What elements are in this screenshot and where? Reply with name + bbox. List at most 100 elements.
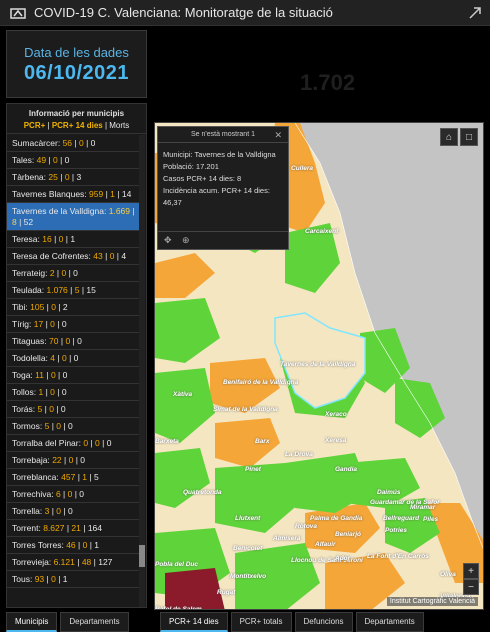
list-item[interactable]: Tollos: 1 | 0 | 0 [7, 384, 140, 401]
info-popup: Se n'està mostrant 1 ✕ Municipi: Taverne… [157, 126, 289, 250]
map-label: Pinet [245, 466, 261, 473]
list-item[interactable]: Terrateig: 2 | 0 | 0 [7, 265, 140, 282]
map-label: Cullera [291, 165, 314, 172]
list-item[interactable]: Tàrbena: 25 | 0 | 3 [7, 169, 140, 186]
pcr-14-days: 0 [50, 387, 55, 397]
map-label: Almiserà [273, 535, 301, 542]
list-item[interactable]: Torres Torres: 46 | 0 | 1 [7, 537, 140, 554]
list-item[interactable]: Torás: 5 | 0 | 0 [7, 401, 140, 418]
municipality-list-panel: Informació per municipis PCR+ | PCR+ 14 … [6, 103, 147, 608]
zoom-to-icon[interactable]: ⊕ [182, 235, 190, 245]
deaths: 0 [67, 421, 73, 431]
tab-list-1[interactable]: Departaments [60, 612, 129, 632]
list-item[interactable]: Tales: 49 | 0 | 0 [7, 152, 140, 169]
fullscreen-button[interactable]: □ [460, 128, 478, 146]
list-item[interactable]: Torrebaja: 22 | 0 | 0 [7, 452, 140, 469]
pcr-total: 4 [50, 353, 56, 363]
pcr-total: 959 [89, 189, 104, 199]
deaths: 0 [61, 319, 67, 329]
popup-incidence: Incidència acum. PCR+ 14 dies: 46,37 [163, 186, 270, 207]
list-item[interactable]: Teresa: 16 | 0 | 1 [7, 231, 140, 248]
deaths: 5 [93, 472, 99, 482]
pcr-14-days: 48 [81, 557, 92, 567]
tab-map-0[interactable]: PCR+ 14 dies [160, 612, 228, 632]
map-label: Pobla del Duc [155, 561, 198, 568]
map-label: Rugat [217, 589, 236, 596]
list-item[interactable]: Tibi: 105 | 0 | 2 [7, 299, 140, 316]
close-icon[interactable]: ✕ [274, 130, 282, 140]
list-item[interactable]: Tavernes Blanques: 959 | 1 | 14 [7, 186, 140, 203]
municipality-name: Torres Torres: [12, 540, 64, 550]
list-item[interactable]: Teulada: 1.076 | 5 | 15 [7, 282, 140, 299]
municipality-name: Todolella: [12, 353, 48, 363]
list-item[interactable]: Titaguas: 70 | 0 | 0 [7, 333, 140, 350]
list-item[interactable]: Teresa de Cofrentes: 43 | 0 | 4 [7, 248, 140, 265]
tab-list-0[interactable]: Municipis [6, 612, 58, 632]
deaths: 14 [121, 189, 132, 199]
pan-icon[interactable]: ✥ [164, 235, 172, 245]
list-item[interactable]: Torrella: 3 | 0 | 0 [7, 503, 140, 520]
municipality-name: Tales: [12, 155, 35, 165]
zoom-in-button[interactable]: + [463, 563, 479, 579]
legend-pcr: PCR+ [23, 121, 46, 130]
map-label: Daimús [377, 489, 401, 496]
share-icon[interactable] [468, 6, 482, 20]
deaths: 4 [121, 251, 127, 261]
pcr-14-days: 0 [65, 336, 71, 346]
popup-header-text: Se n'està mostrant 1 [191, 131, 255, 138]
pcr-14-days: 0 [50, 370, 56, 380]
list-item[interactable]: Tormos: 5 | 0 | 0 [7, 418, 140, 435]
list-item[interactable]: Sumacàrcer: 56 | 0 | 0 [7, 135, 140, 152]
pcr-14-days: 0 [95, 438, 100, 448]
pcr-14-days: 0 [61, 268, 67, 278]
pcr-total: 25 [48, 172, 58, 182]
list-item[interactable]: Todolella: 4 | 0 | 0 [7, 350, 140, 367]
list-item[interactable]: Toga: 11 | 0 | 0 [7, 367, 140, 384]
map-label: Barx [255, 438, 270, 445]
home-button[interactable]: ⌂ [440, 128, 458, 146]
deaths: 0 [106, 438, 112, 448]
deaths: 0 [61, 387, 67, 397]
map-label: Carcaixent [305, 228, 339, 235]
municipality-name: Torrent: [12, 523, 41, 533]
tab-map-2[interactable]: Defuncions [294, 612, 353, 632]
tab-map-3[interactable]: Departaments [355, 612, 424, 632]
pcr-total: 105 [30, 302, 45, 312]
zoom-out-button[interactable]: − [463, 579, 479, 595]
data-date-value: 06/10/2021 [23, 62, 130, 84]
deaths: 3 [76, 172, 82, 182]
legend-separator: | [102, 121, 110, 130]
list-item[interactable]: Torrent: 8.627 | 21 | 164 [7, 520, 140, 537]
list-item[interactable]: Tírig: 17 | 0 | 0 [7, 316, 140, 333]
deaths: 0 [62, 370, 68, 380]
list-scrollbar-thumb[interactable] [139, 545, 145, 567]
list-item[interactable]: Torrevieja: 6.121 | 48 | 127 [7, 554, 140, 571]
deaths: 52 [23, 217, 34, 227]
map-label: Alfauir [315, 541, 336, 548]
list-item[interactable]: Torreblanca: 457 | 1 | 5 [7, 469, 140, 486]
map-label: Beniarjó [335, 531, 362, 538]
map-label: Benicolet [233, 545, 263, 552]
list-scrollbar[interactable] [139, 135, 145, 607]
list-item[interactable]: Torrechiva: 6 | 0 | 0 [7, 486, 140, 503]
pcr-14-days: 5 [74, 285, 80, 295]
tab-map-1[interactable]: PCR+ totals [230, 612, 292, 632]
legend-morts: Morts [109, 121, 130, 130]
pcr-total: 1 [38, 387, 44, 397]
pcr-total: 5 [37, 404, 43, 414]
map-label: Quatretonda [183, 489, 222, 496]
deaths: 0 [73, 268, 78, 278]
list-legend: PCR+ | PCR+ 14 dies | Morts [7, 121, 146, 130]
legend-separator: | [45, 121, 52, 130]
data-date-label: Data de les dades [24, 45, 129, 60]
deaths: 0 [77, 336, 82, 346]
pcr-total: 6 [55, 489, 61, 499]
list-item[interactable]: Torralba del Pinar: 0 | 0 | 0 [7, 435, 140, 452]
pcr-total: 1.669 [108, 206, 131, 216]
list-item[interactable]: Tous: 93 | 0 | 1 [7, 571, 140, 588]
pcr-14-days: 0 [51, 574, 56, 584]
list-item[interactable]: Tavernes de la Valldigna: 1.669 | 8 | 52 [7, 203, 140, 231]
map-label: Barxeta [155, 438, 179, 445]
pcr-14-days: 0 [61, 353, 67, 363]
